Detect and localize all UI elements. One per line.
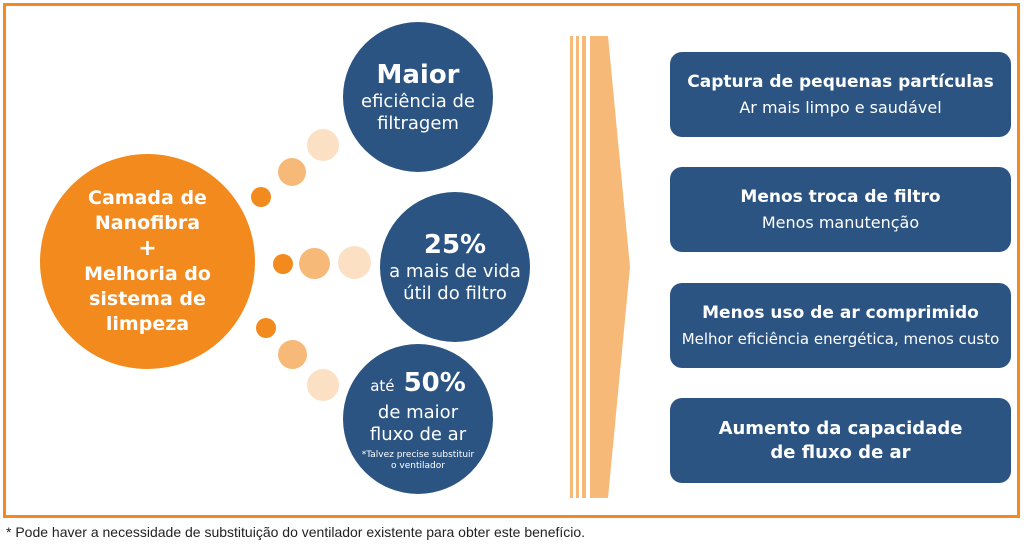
- connector-dot: [278, 340, 307, 369]
- benefit-title-2: de fluxo de ar: [770, 441, 911, 463]
- airflow-headline: até 50%: [370, 367, 466, 402]
- airflow-text-1: de maior: [377, 401, 459, 423]
- benefit-box-particles: Captura de pequenas partículas Ar mais l…: [670, 52, 1011, 137]
- benefit-title: Captura de pequenas partículas: [687, 71, 994, 92]
- center-line-2: Nanofibra: [94, 212, 201, 234]
- connector-dot: [299, 248, 330, 279]
- airflow-note-2: o ventilador: [391, 460, 445, 471]
- efficiency-text-2: filtragem: [377, 113, 459, 134]
- center-line-4: sistema de: [89, 288, 206, 310]
- connector-dot: [338, 246, 371, 279]
- filter-life-circle: 25% a mais de vida útil do filtro: [380, 192, 530, 342]
- airflow-circle: até 50% de maior fluxo de ar *Talvez pre…: [343, 344, 493, 494]
- efficiency-circle: Maior eficiência de filtragem: [343, 22, 493, 172]
- benefit-box-filter: Menos troca de filtro Menos manutenção: [670, 167, 1011, 252]
- connector-dot: [307, 369, 339, 401]
- footnote: * Pode haver a necessidade de substituiç…: [6, 524, 586, 540]
- airflow-prefix: até: [370, 376, 395, 395]
- connector-dot: [251, 187, 271, 207]
- benefit-title: Menos troca de filtro: [740, 186, 941, 207]
- benefit-subtitle: Melhor eficiência energética, menos cust…: [681, 329, 1000, 348]
- airflow-percent: 50%: [403, 367, 466, 398]
- benefit-title-1: Aumento da capacidade: [718, 417, 963, 439]
- airflow-text-2: fluxo de ar: [369, 423, 467, 445]
- connector-dot: [307, 129, 339, 161]
- benefit-box-airflow: Aumento da capacidade de fluxo de ar: [670, 398, 1011, 483]
- arrow-graphic: [570, 36, 630, 498]
- benefit-subtitle: Ar mais limpo e saudável: [739, 97, 942, 117]
- connector-dot: [278, 158, 306, 186]
- diagram-frame: [3, 3, 1020, 518]
- benefit-title: Menos uso de ar comprimido: [702, 302, 979, 323]
- connector-dot: [256, 318, 276, 338]
- efficiency-headline: Maior: [376, 60, 460, 90]
- airflow-note-1: *Talvez precise substituir: [361, 449, 475, 460]
- filter-life-text-2: útil do filtro: [403, 283, 507, 304]
- center-plus: +: [138, 236, 157, 261]
- benefit-subtitle: Menos manutenção: [761, 212, 920, 232]
- center-line-1: Camada de: [88, 187, 207, 209]
- center-line-3: Melhoria do: [84, 263, 211, 285]
- efficiency-text-1: eficiência de: [361, 91, 475, 112]
- filter-life-headline: 25%: [423, 230, 487, 260]
- filter-life-text-1: a mais de vida: [389, 261, 521, 282]
- nanofiber-circle: Camada de Nanofibra + Melhoria do sistem…: [40, 154, 255, 369]
- benefit-box-compressed-air: Menos uso de ar comprimido Melhor eficiê…: [670, 283, 1011, 368]
- connector-dot: [273, 254, 293, 274]
- center-line-5: limpeza: [105, 313, 190, 335]
